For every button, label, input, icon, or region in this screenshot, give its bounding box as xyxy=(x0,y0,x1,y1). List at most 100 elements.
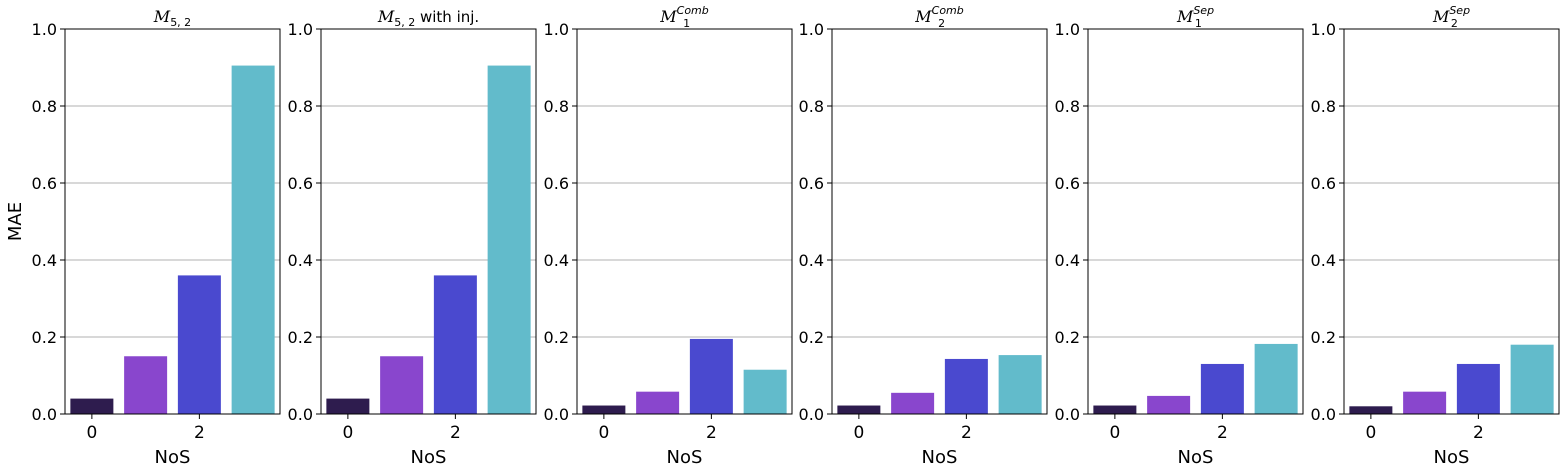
y-tick-label: 0.4 xyxy=(1055,251,1080,270)
chart-title: M5, 2 xyxy=(153,7,191,29)
y-tick-label: 0.4 xyxy=(1311,251,1336,270)
y-tick-label: 0.2 xyxy=(544,328,569,347)
y-tick-label: 0.0 xyxy=(799,405,824,424)
x-axis-label: NoS xyxy=(411,447,447,468)
y-tick-label: 0.6 xyxy=(544,174,569,193)
title-suffix: with inj. xyxy=(415,8,479,26)
x-tick-label: 2 xyxy=(706,423,717,443)
title-main: M xyxy=(1176,7,1194,26)
y-tick-label: 0.0 xyxy=(1311,405,1336,424)
chart-title: MComb 2 xyxy=(914,4,964,30)
bar-2 xyxy=(1200,363,1244,414)
y-tick-label: 0.4 xyxy=(32,251,57,270)
y-tick-label: 0.8 xyxy=(799,97,824,116)
bar-3 xyxy=(487,65,531,414)
axes-frame xyxy=(320,28,537,415)
y-tick-label: 0.4 xyxy=(544,251,569,270)
x-tick-label: 0 xyxy=(1365,423,1376,443)
x-axis-label: NoS xyxy=(1434,447,1470,468)
y-tick-label: 0.0 xyxy=(544,405,569,424)
x-tick-label: 0 xyxy=(853,423,864,443)
bar-0 xyxy=(1349,406,1393,414)
y-tick-label: 0.0 xyxy=(1055,405,1080,424)
title-main: M xyxy=(377,7,395,26)
chart-title: M5, 2 with inj. xyxy=(377,7,479,29)
y-tick-label: 0.8 xyxy=(288,97,313,116)
bar-1 xyxy=(1147,395,1191,414)
y-axis-label: MAE xyxy=(5,202,26,241)
x-axis-label: NoS xyxy=(1178,447,1214,468)
x-tick-label: 2 xyxy=(1473,423,1484,443)
title-subscript: 5, 2 xyxy=(394,16,415,29)
y-tick-label: 0.2 xyxy=(288,328,313,347)
axes-frame xyxy=(1087,28,1304,415)
x-axis-label: NoS xyxy=(155,447,191,468)
y-tick-label: 0.0 xyxy=(288,405,313,424)
title-subscript: 2 xyxy=(1451,17,1458,30)
x-tick-label: 0 xyxy=(1109,423,1120,443)
bar-0 xyxy=(326,398,370,414)
bar-0 xyxy=(70,398,114,414)
x-tick-label: 2 xyxy=(194,423,205,443)
bar-1 xyxy=(1403,391,1447,414)
axes-frame xyxy=(576,28,793,415)
y-tick-label: 1.0 xyxy=(288,20,313,39)
y-tick-label: 0.2 xyxy=(1055,328,1080,347)
title-main: M xyxy=(153,7,171,26)
y-tick-label: 1.0 xyxy=(799,20,824,39)
bar-3 xyxy=(1254,343,1298,414)
y-tick-label: 0.2 xyxy=(1311,328,1336,347)
y-tick-label: 0.6 xyxy=(799,174,824,193)
x-axis-label: NoS xyxy=(667,447,703,468)
x-axis-label: NoS xyxy=(922,447,958,468)
title-superscript: Comb xyxy=(932,4,964,17)
axes-frame xyxy=(64,28,281,415)
title-subscript: 5, 2 xyxy=(170,16,191,29)
x-tick-label: 2 xyxy=(961,423,972,443)
title-subscript: 2 xyxy=(938,17,945,30)
chart-title: MSep 2 xyxy=(1432,4,1470,30)
title-superscript: Comb xyxy=(677,4,709,17)
bar-1 xyxy=(124,356,168,414)
bar-0 xyxy=(837,405,881,414)
y-tick-label: 0.8 xyxy=(1311,97,1336,116)
chart-title: MSep 1 xyxy=(1176,4,1214,30)
bar-2 xyxy=(177,275,221,414)
y-tick-label: 1.0 xyxy=(1055,20,1080,39)
x-tick-label: 2 xyxy=(450,423,461,443)
bar-3 xyxy=(743,369,787,414)
axes-frame xyxy=(831,28,1048,415)
x-tick-label: 0 xyxy=(598,423,609,443)
title-superscript: Sep xyxy=(1193,4,1214,17)
bar-2 xyxy=(944,358,988,414)
x-tick-label: 2 xyxy=(1217,423,1228,443)
bar-3 xyxy=(998,355,1042,414)
chart-title: MComb 1 xyxy=(659,4,709,30)
title-main: M xyxy=(914,7,932,26)
y-tick-label: 0.8 xyxy=(1055,97,1080,116)
y-tick-label: 1.0 xyxy=(32,20,57,39)
y-tick-label: 0.2 xyxy=(799,328,824,347)
x-tick-label: 0 xyxy=(86,423,97,443)
title-subscript: 1 xyxy=(683,17,690,30)
bar-0 xyxy=(582,405,626,414)
title-superscript: Sep xyxy=(1449,4,1470,17)
title-subscript: 1 xyxy=(1195,17,1202,30)
x-tick-label: 0 xyxy=(342,423,353,443)
y-tick-label: 0.8 xyxy=(544,97,569,116)
y-tick-label: 0.6 xyxy=(1055,174,1080,193)
bar-1 xyxy=(380,356,424,414)
y-tick-label: 0.4 xyxy=(799,251,824,270)
bar-1 xyxy=(636,391,680,414)
bar-1 xyxy=(891,392,935,414)
bar-3 xyxy=(231,65,275,414)
y-tick-label: 0.6 xyxy=(32,174,57,193)
y-tick-label: 1.0 xyxy=(544,20,569,39)
title-main: M xyxy=(1432,7,1450,26)
axes-frame xyxy=(1343,28,1560,415)
